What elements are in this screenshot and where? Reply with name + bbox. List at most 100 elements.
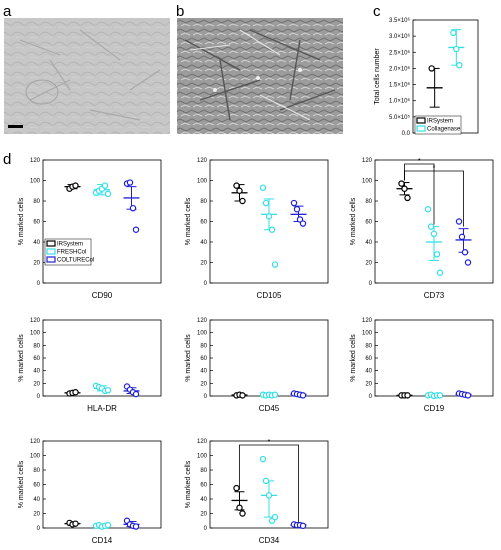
series-COLTURECol [290, 521, 307, 530]
y-tick-label: 40 [365, 240, 372, 246]
y-tick-label: 60 [200, 356, 207, 362]
y-tick-label: 100 [362, 331, 373, 337]
y-tick-label: 2.0×10⁶ [389, 65, 411, 72]
y-tick-label: 0 [204, 526, 208, 532]
data-point [430, 230, 438, 237]
y-axis-label: % marked cells [18, 334, 25, 382]
x-axis-label: CD19 [424, 404, 445, 413]
legend-label: COLTURECol [57, 258, 94, 264]
y-tick-label: 80 [365, 343, 372, 349]
data-point [455, 218, 463, 225]
legend-swatch [46, 240, 56, 247]
data-point [239, 197, 246, 205]
series-FRESHCol [92, 521, 112, 530]
y-tick-label: 60 [365, 220, 372, 226]
data-point [458, 233, 466, 241]
data-point [427, 223, 435, 230]
chart-CD14: 0 20 40 60 80 100 120 % marked cells CD14 [18, 439, 162, 545]
legend-label: Collagenase [427, 127, 461, 133]
series-FRESHCol [259, 391, 279, 399]
series-FRESHCol [259, 455, 279, 524]
y-tick-label: 20 [200, 381, 207, 387]
data-point [72, 389, 79, 396]
series-IRSystem [231, 484, 248, 517]
data-point [236, 504, 243, 511]
y-tick-label: 120 [362, 318, 373, 324]
x-axis-label: CD90 [92, 291, 113, 300]
chart-HLA-DR: 0 20 40 60 80 100 120 % marked cells HLA-DR [18, 318, 162, 413]
y-tick-label: 60 [365, 356, 372, 362]
data-point [236, 187, 243, 194]
data-point [129, 204, 137, 212]
data-point [433, 251, 441, 258]
series-FRESHCol [92, 182, 112, 198]
data-point [233, 182, 240, 189]
y-tick-label: 80 [33, 343, 40, 349]
y-tick-label: 60 [200, 220, 207, 226]
y-tick-label: 100 [30, 454, 41, 460]
series-FRESHCol [424, 391, 444, 400]
panel-label-d: d [3, 151, 11, 168]
series-Collagenase [448, 29, 465, 69]
data-point [464, 392, 472, 399]
series-IRSystem [231, 391, 248, 399]
y-tick-label: 100 [362, 179, 373, 185]
data-point [290, 199, 298, 207]
data-point [271, 513, 279, 521]
series-IRSystem [396, 392, 413, 399]
data-point [461, 249, 469, 256]
y-tick-label: 120 [197, 439, 208, 445]
legend-box [44, 238, 92, 266]
y-axis-label: % marked cells [185, 460, 192, 508]
y-tick-label: 20 [365, 261, 372, 267]
y-tick-label: 60 [33, 356, 40, 362]
legend-label: FRESHCol [57, 250, 86, 256]
data-point [401, 185, 408, 192]
y-tick-label: 80 [33, 199, 40, 205]
series-FRESHCol [259, 184, 279, 268]
series-FRESHCol [424, 205, 444, 276]
data-point [424, 205, 432, 213]
bracket-line [239, 444, 299, 523]
legend-swatch [416, 125, 426, 132]
y-tick-label: 100 [30, 179, 41, 185]
data-point [299, 522, 307, 530]
data-point [72, 182, 79, 189]
micrograph-b [177, 18, 343, 134]
y-tick-label: 0 [37, 394, 41, 400]
y-tick-label: 120 [362, 158, 373, 164]
y-tick-label: 0 [37, 281, 41, 287]
y-tick-label: 20 [200, 512, 207, 518]
y-tick-label: 40 [200, 240, 207, 246]
series-COLTURECol [290, 199, 307, 227]
legend-swatch [46, 256, 56, 263]
y-tick-label: 120 [30, 318, 41, 324]
y-axis-label: Total cells number [374, 48, 381, 105]
y-tick-label: 40 [33, 497, 40, 503]
data-point [268, 226, 276, 233]
y-tick-label: 60 [33, 220, 40, 226]
data-point [104, 190, 112, 198]
series-COLTURECol [455, 218, 472, 266]
data-point [436, 269, 444, 276]
y-axis-label: % marked cells [18, 460, 25, 508]
bracket-line [404, 170, 464, 227]
series-COLTURECol [123, 383, 140, 398]
significance-bracket: * [239, 439, 299, 523]
data-point [404, 194, 411, 202]
data-point [259, 184, 267, 191]
y-tick-label: 1.0×10⁶ [389, 98, 411, 105]
significance-label: * [268, 439, 271, 446]
data-point [259, 455, 267, 463]
y-tick-label: 0.0 [402, 131, 411, 137]
series-COLTURECol [123, 517, 140, 530]
panel-label-b: b [176, 3, 184, 20]
y-tick-label: 80 [200, 199, 207, 205]
y-tick-label: 0 [37, 526, 41, 532]
x-axis-label: CD73 [424, 291, 445, 300]
x-axis-label: CD105 [257, 291, 282, 300]
data-point [104, 387, 112, 394]
significance-bracket: * [404, 165, 464, 227]
y-axis-label: % marked cells [350, 334, 357, 382]
